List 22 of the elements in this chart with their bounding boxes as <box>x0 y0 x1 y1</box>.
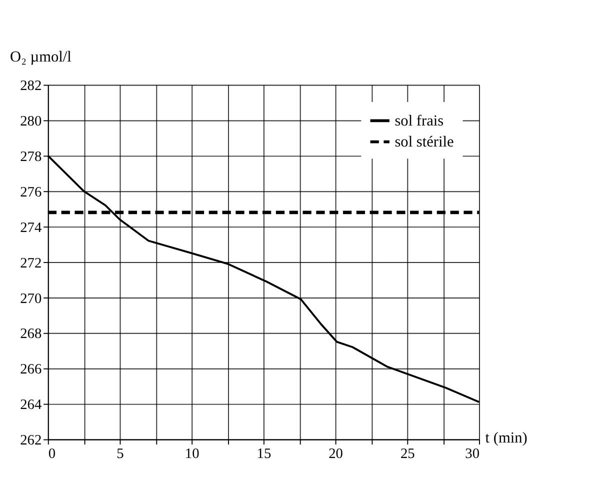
y-tick-label: 278 <box>20 148 42 165</box>
y-tick-label: 270 <box>20 290 42 307</box>
x-tick-label: 0 <box>48 446 56 462</box>
y-tick-label: 282 <box>20 78 42 94</box>
y-tick-label: 274 <box>20 220 42 236</box>
x-tick-label: 20 <box>328 446 343 462</box>
y-tick-label: 272 <box>20 255 42 272</box>
x-tick-label: 25 <box>400 446 415 462</box>
x-tick-label: 15 <box>256 446 272 462</box>
x-tick-label: 10 <box>184 446 200 462</box>
y-tick-label: 268 <box>20 326 42 342</box>
x-tick-label: 5 <box>116 446 124 462</box>
y-tick-label: 266 <box>20 362 42 378</box>
y-tick-label: 280 <box>20 114 42 130</box>
x-tick-label: 30 <box>465 446 480 462</box>
x-axis-title: t (min) <box>485 430 528 447</box>
y-tick-label: 262 <box>20 432 42 449</box>
y-tick-label: 276 <box>20 184 42 200</box>
y-tick-label: 264 <box>20 397 42 414</box>
legend-label: sol stérile <box>394 134 454 151</box>
y-axis-title: O₂ µmol/l <box>10 48 72 66</box>
legend-label: sol frais <box>394 112 444 130</box>
